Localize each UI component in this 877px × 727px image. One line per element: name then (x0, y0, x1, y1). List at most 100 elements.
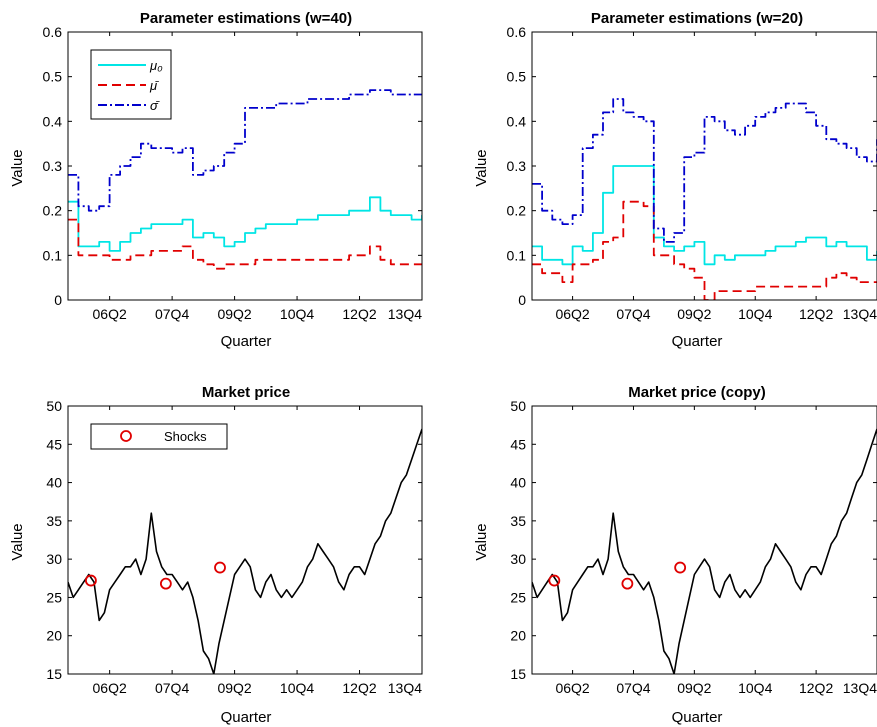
legend-label: μ₀ (149, 58, 163, 73)
y-tick-label: 0.6 (43, 24, 63, 40)
y-tick-label: 0 (54, 292, 62, 308)
series-line (532, 200, 877, 300)
y-tick-label: 40 (510, 475, 526, 491)
panel-parameter-w40: Parameter estimations (w=40) Quarter Val… (9, 10, 423, 350)
y-tick-label: 30 (46, 551, 62, 567)
axes-frame (67, 405, 423, 675)
legend: Shocks (90, 423, 228, 450)
x-tick-label: 10Q4 (738, 306, 772, 322)
series-line (532, 428, 877, 674)
legend-label: μ̄ (149, 78, 159, 93)
y-axis-label: Value (473, 523, 490, 560)
x-tick-label: 09Q2 (677, 306, 711, 322)
x-tick-label: 07Q4 (155, 680, 189, 696)
x-tick-label: 09Q2 (217, 306, 251, 322)
y-tick-label: 0 (518, 292, 526, 308)
x-tick-label: 10Q4 (280, 680, 314, 696)
y-tick-label: 35 (510, 513, 526, 529)
y-tick-label: 0.5 (43, 69, 63, 85)
y-tick-label: 40 (46, 475, 62, 491)
y-tick-label: 50 (46, 398, 62, 414)
series-line (532, 165, 877, 266)
chart-title: Market price (202, 384, 290, 401)
x-tick-label: 07Q4 (155, 306, 189, 322)
plot-area: 0 0.1 0.2 0.3 0.4 0.5 0.6 06Q2 07Q4 09Q2 10Q4 12Q2 1… (507, 24, 877, 322)
legend: μ₀ μ̄ σ̄ (90, 49, 172, 120)
plot-area: 15 20 25 30 35 40 45 50 06Q2 07Q4 09Q2 10Q4 12Q2 13Q4 (510, 398, 877, 696)
y-tick-label: 30 (510, 551, 526, 567)
x-tick-label: 13Q4 (388, 680, 422, 696)
y-tick-label: 0.5 (507, 69, 527, 85)
y-tick-label: 45 (46, 436, 62, 452)
chart-title: Parameter estimations (w=20) (591, 10, 803, 27)
y-tick-label: 45 (510, 436, 526, 452)
legend-marker (120, 430, 132, 442)
x-tick-label: 12Q2 (342, 680, 376, 696)
shock-marker (548, 574, 561, 587)
plot-area: 15 20 25 30 35 40 45 50 06Q2 07Q4 09Q2 10Q4 12Q2 13Q4 (46, 398, 423, 696)
x-axis-label: Quarter (221, 709, 272, 726)
y-axis-label: Value (9, 523, 26, 560)
x-tick-label: 10Q4 (738, 680, 772, 696)
series-line (68, 196, 422, 252)
y-tick-label: 35 (46, 513, 62, 529)
y-tick-label: 0.2 (43, 203, 63, 219)
series-group (68, 89, 422, 270)
shock-marker (85, 574, 97, 587)
y-tick-label: 15 (510, 666, 526, 682)
x-tick-label: 06Q2 (93, 680, 127, 696)
y-tick-label: 0.4 (43, 113, 63, 129)
series-group (68, 428, 422, 674)
x-tick-label: 13Q4 (388, 306, 422, 322)
y-tick-label: 20 (46, 628, 62, 644)
y-tick-label: 0.3 (507, 158, 527, 174)
series-group (532, 428, 877, 674)
y-axis-label: Value (473, 149, 490, 186)
y-tick-label: 25 (510, 589, 526, 605)
shock-marker (214, 561, 226, 574)
legend-label: σ̄ (150, 98, 160, 113)
series-line (532, 98, 877, 243)
series-line (68, 89, 422, 212)
x-tick-label: 06Q2 (555, 306, 589, 322)
legend-box (90, 423, 228, 450)
y-tick-label: 50 (510, 398, 526, 414)
y-axis-label: Value (9, 149, 26, 186)
shock-marker (159, 577, 172, 590)
x-tick-label: 10Q4 (280, 306, 314, 322)
x-axis-label: Quarter (672, 333, 723, 350)
x-tick-label: 06Q2 (555, 680, 589, 696)
x-tick-label: 12Q2 (799, 306, 833, 322)
series-group (532, 98, 877, 300)
x-tick-label: 12Q2 (342, 306, 376, 322)
x-axis-label: Quarter (221, 333, 272, 350)
shock-marker (621, 577, 634, 590)
chart-title: Market price (copy) (628, 384, 766, 401)
shock-marker (674, 561, 687, 574)
x-axis-label: Quarter (672, 709, 723, 726)
x-tick-label: 09Q2 (677, 680, 711, 696)
x-tick-label: 07Q4 (616, 306, 650, 322)
series-line (68, 428, 422, 674)
y-tick-label: 0.1 (43, 247, 63, 263)
y-tick-label: 20 (510, 628, 526, 644)
chart-title: Parameter estimations (w=40) (140, 10, 352, 27)
y-tick-label: 15 (46, 666, 62, 682)
y-tick-label: 0.4 (507, 113, 527, 129)
panel-parameter-w20: Parameter estimations (w=20) Quarter Val… (473, 10, 877, 350)
panel-market-price-copy: Market price (copy) Quarter Value 15 20 25… (473, 384, 877, 726)
y-tick-label: 0.3 (43, 158, 63, 174)
series-line (68, 218, 422, 270)
plot-area: 0 0.1 0.2 0.3 0.4 0.5 0.6 06Q2 07Q4 09Q2 10Q4 12Q2 1… (43, 24, 423, 322)
axes-frame (531, 405, 877, 675)
x-tick-label: 13Q4 (843, 680, 877, 696)
y-tick-label: 0.6 (507, 24, 527, 40)
y-tick-label: 0.1 (507, 247, 527, 263)
panel-market-price: Market price Quarter Value 15 20 25 30 35 40 4… (9, 384, 423, 726)
x-tick-label: 12Q2 (799, 680, 833, 696)
legend-label: Shocks (164, 429, 207, 444)
x-tick-label: 06Q2 (93, 306, 127, 322)
x-tick-label: 09Q2 (217, 680, 251, 696)
y-tick-label: 25 (46, 589, 62, 605)
